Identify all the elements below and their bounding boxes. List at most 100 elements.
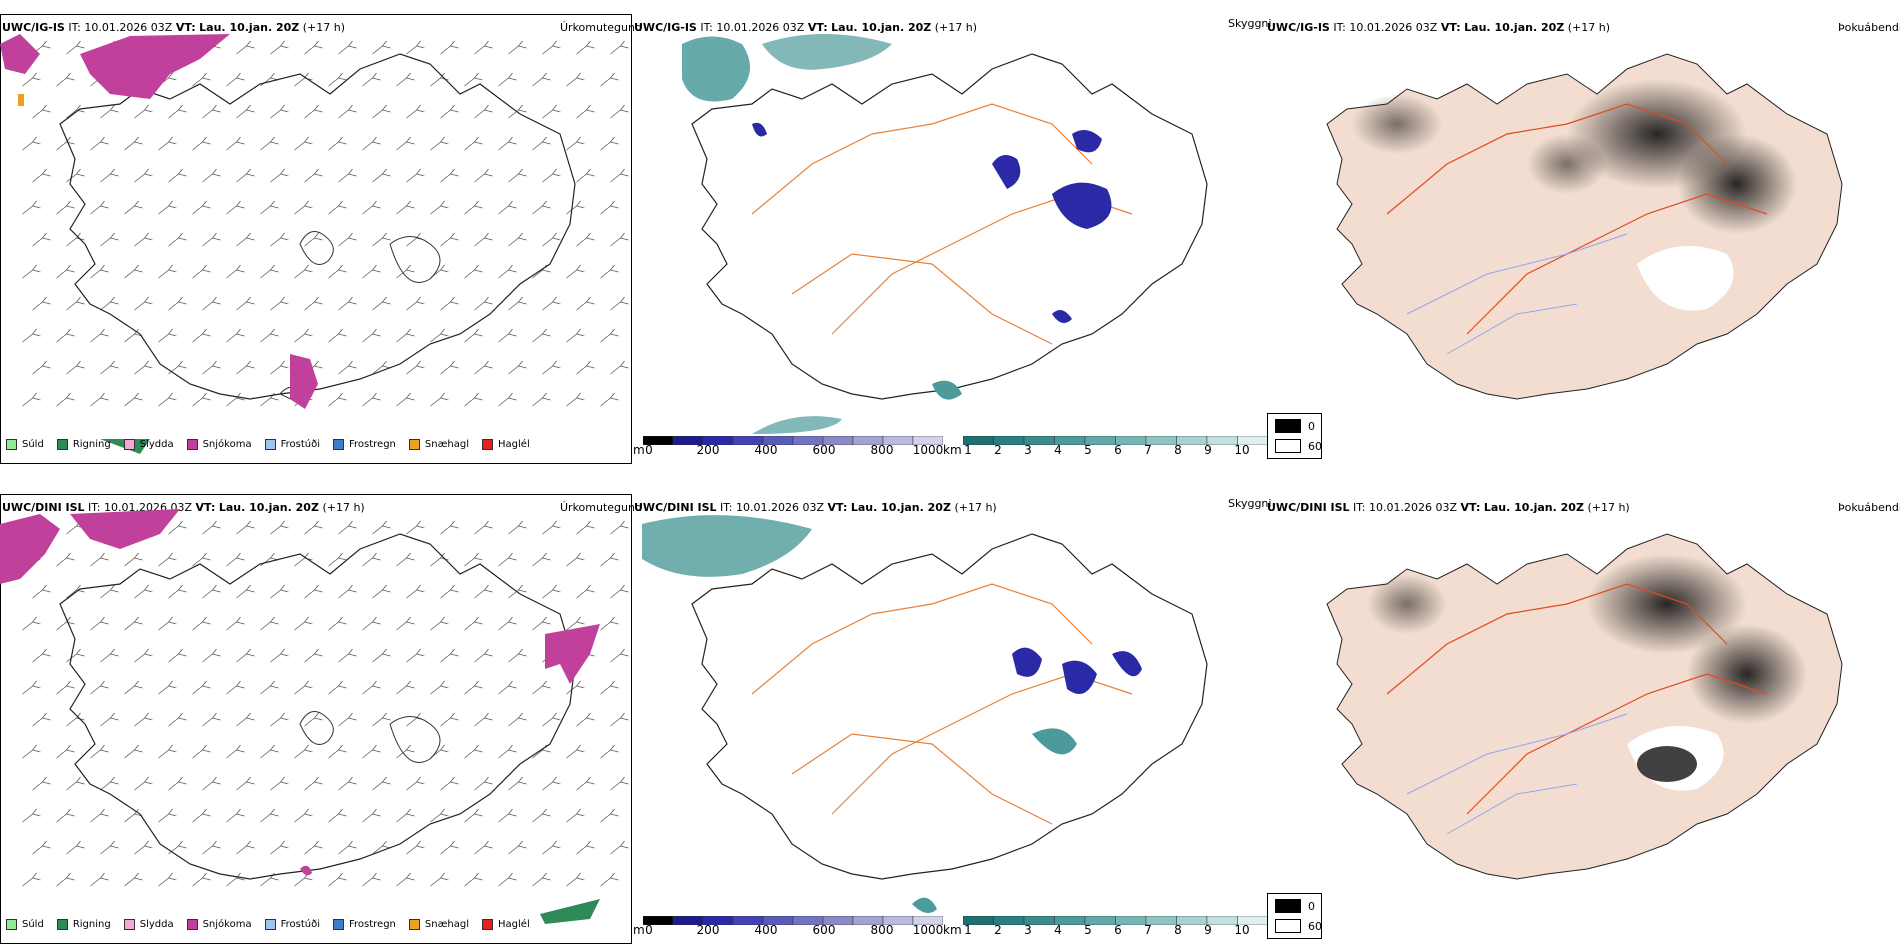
wind-barb — [158, 680, 177, 695]
wind-barb — [566, 72, 585, 87]
wind-barb — [32, 232, 51, 247]
visibility-colorbar — [963, 436, 1268, 445]
wind-barb — [192, 136, 211, 151]
it-label: IT: — [88, 501, 101, 514]
wind-barb — [508, 104, 527, 119]
legend-item: Súld — [6, 919, 44, 930]
legend-swatch — [123, 919, 135, 930]
legend-item: Slydda — [123, 439, 174, 450]
wind-barb — [372, 40, 391, 55]
wind-barb — [294, 200, 313, 215]
legend-swatch — [123, 439, 135, 450]
elevation-tick: 400 — [754, 443, 778, 457]
wind-barb — [226, 680, 245, 695]
wind-barb — [498, 136, 517, 151]
wind-barb — [498, 744, 517, 759]
wind-barb — [474, 776, 493, 791]
wind-barb — [566, 392, 585, 407]
wind-barb — [396, 744, 415, 759]
wind-barb — [600, 744, 619, 759]
wind-barb — [338, 40, 357, 55]
wind-barb — [566, 808, 585, 823]
wind-barb — [464, 808, 483, 823]
visibility-unit: km — [943, 923, 962, 937]
wind-barb — [508, 520, 527, 535]
wind-barb — [192, 680, 211, 695]
wind-barb — [236, 168, 255, 183]
wind-barb — [372, 232, 391, 247]
wind-barb — [440, 776, 459, 791]
visibility-tick: 6 — [1114, 443, 1122, 457]
wind-barb — [542, 232, 561, 247]
wind-barb — [158, 264, 177, 279]
wind-barb — [362, 200, 381, 215]
wind-barb — [56, 616, 75, 631]
wind-barb — [508, 360, 527, 375]
wind-barb — [430, 200, 449, 215]
wind-barb — [100, 648, 119, 663]
legend-item: Haglél — [482, 919, 530, 930]
wind-barb — [202, 584, 221, 599]
wind-barb — [464, 264, 483, 279]
wind-barb — [236, 520, 255, 535]
wind-barb — [124, 392, 143, 407]
it-value: 10.01.2026 03Z — [1349, 21, 1438, 34]
it-label: IT: — [700, 21, 713, 34]
panel-header: UWC/DINI ISL IT: 10.01.2026 03Z VT: Lau.… — [634, 501, 997, 514]
precip-map — [0, 14, 632, 464]
wind-barb — [304, 712, 323, 727]
wind-barb — [32, 296, 51, 311]
wind-barb — [56, 552, 75, 567]
wind-barb — [90, 136, 109, 151]
wind-barb — [192, 552, 211, 567]
wind-barb — [270, 168, 289, 183]
wind-barb — [600, 328, 619, 343]
wind-barb — [236, 232, 255, 247]
panel-header: UWC/IG-IS IT: 10.01.2026 03Z VT: Lau. 10… — [2, 21, 345, 34]
wind-barb — [192, 392, 211, 407]
wind-barb — [464, 680, 483, 695]
wind-barb — [66, 776, 85, 791]
wind-barb — [236, 712, 255, 727]
wind-barb — [134, 648, 153, 663]
wind-barb — [498, 872, 517, 887]
wind-barb — [56, 264, 75, 279]
wind-barb — [32, 168, 51, 183]
wind-barb — [260, 808, 279, 823]
panel-title: Skyggni — [1228, 497, 1272, 510]
visibility-tick: 10 — [1234, 443, 1250, 457]
legend-swatch — [56, 919, 68, 930]
wind-barb — [56, 680, 75, 695]
wind-barb — [542, 584, 561, 599]
wind-barb — [192, 72, 211, 87]
panel-header: UWC/DINI ISL IT: 10.01.2026 03Z VT: Lau.… — [1267, 501, 1630, 514]
wind-barb — [362, 264, 381, 279]
legend-label: Rigning — [72, 439, 111, 450]
wind-barb — [328, 744, 347, 759]
wind-barb — [66, 296, 85, 311]
legend-item: Snæhagl — [408, 919, 470, 930]
elevation-unit: m — [633, 923, 645, 937]
wind-barb — [90, 808, 109, 823]
wind-barb — [202, 168, 221, 183]
wind-barb — [328, 680, 347, 695]
lead-time: (+17 h) — [1567, 21, 1611, 34]
wind-barb — [396, 328, 415, 343]
wind-barb — [124, 872, 143, 887]
wind-barb — [22, 264, 41, 279]
wind-barb — [124, 744, 143, 759]
wind-barb — [430, 328, 449, 343]
wind-barb — [440, 296, 459, 311]
wind-barb — [328, 136, 347, 151]
wind-barb — [362, 392, 381, 407]
wind-barb — [542, 712, 561, 727]
wind-barb — [202, 296, 221, 311]
fog-panel-1: UWC/IG-IS IT: 10.01.2026 03Z VT: Lau. 10… — [1267, 14, 1900, 464]
wind-barb — [304, 840, 323, 855]
it-label: IT: — [720, 501, 733, 514]
legend-label: Snæhagl — [424, 919, 470, 930]
wind-barb — [304, 584, 323, 599]
wind-barb — [576, 360, 595, 375]
wind-barb — [32, 360, 51, 375]
wind-barb — [362, 872, 381, 887]
